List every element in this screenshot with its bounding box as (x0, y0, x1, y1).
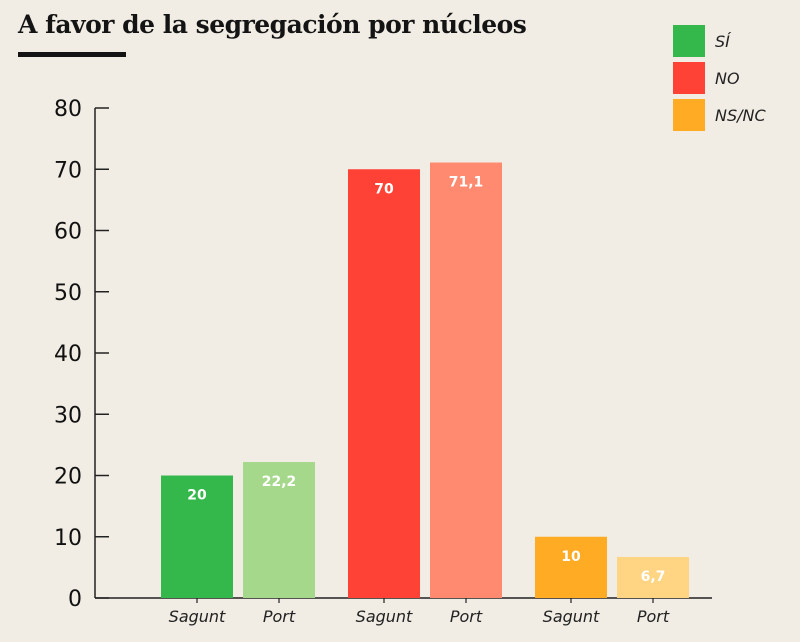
legend-swatch-no (673, 62, 705, 94)
x-tick-label: Sagunt (169, 607, 226, 626)
bar (243, 462, 315, 598)
legend-swatch-si (673, 25, 705, 57)
y-tick-label: 30 (54, 403, 82, 428)
bar-value-label: 70 (374, 181, 394, 197)
y-tick-label: 10 (54, 526, 82, 551)
legend-label-nsnc: NS/NC (715, 106, 766, 125)
y-tick-label: 50 (54, 281, 82, 306)
x-tick-label: Sagunt (543, 607, 600, 626)
y-tick-label: 20 (54, 465, 82, 490)
bar-value-label: 22,2 (262, 474, 297, 490)
legend-item-si: SÍ (673, 25, 800, 59)
bar-value-label: 20 (187, 488, 207, 504)
y-tick-label: 80 (54, 97, 82, 122)
x-tick-label: Port (263, 607, 296, 626)
legend-label-si: SÍ (715, 32, 730, 51)
legend-swatch-nsnc (673, 99, 705, 131)
x-tick-label: Sagunt (356, 607, 413, 626)
bar-value-label: 10 (561, 549, 581, 565)
bar (430, 162, 502, 598)
y-tick-label: 60 (54, 220, 82, 245)
bar (617, 556, 689, 598)
bar-value-label: 6,7 (641, 569, 666, 585)
chart-title: A favor de la segregación por núcleos (18, 10, 527, 39)
y-tick-label: 40 (54, 342, 82, 367)
bar (348, 169, 420, 598)
bar-value-label: 71,1 (449, 175, 484, 191)
x-tick-label: Port (450, 607, 483, 626)
title-underline (18, 52, 126, 57)
x-tick-label: Port (637, 607, 670, 626)
legend-item-no: NO (673, 62, 800, 96)
bar (161, 475, 233, 598)
y-tick-label: 70 (54, 158, 82, 183)
y-tick-label: 0 (68, 587, 82, 612)
legend-label-no: NO (715, 69, 740, 88)
bar (535, 536, 607, 598)
legend-item-nsnc: NS/NC (673, 99, 800, 133)
